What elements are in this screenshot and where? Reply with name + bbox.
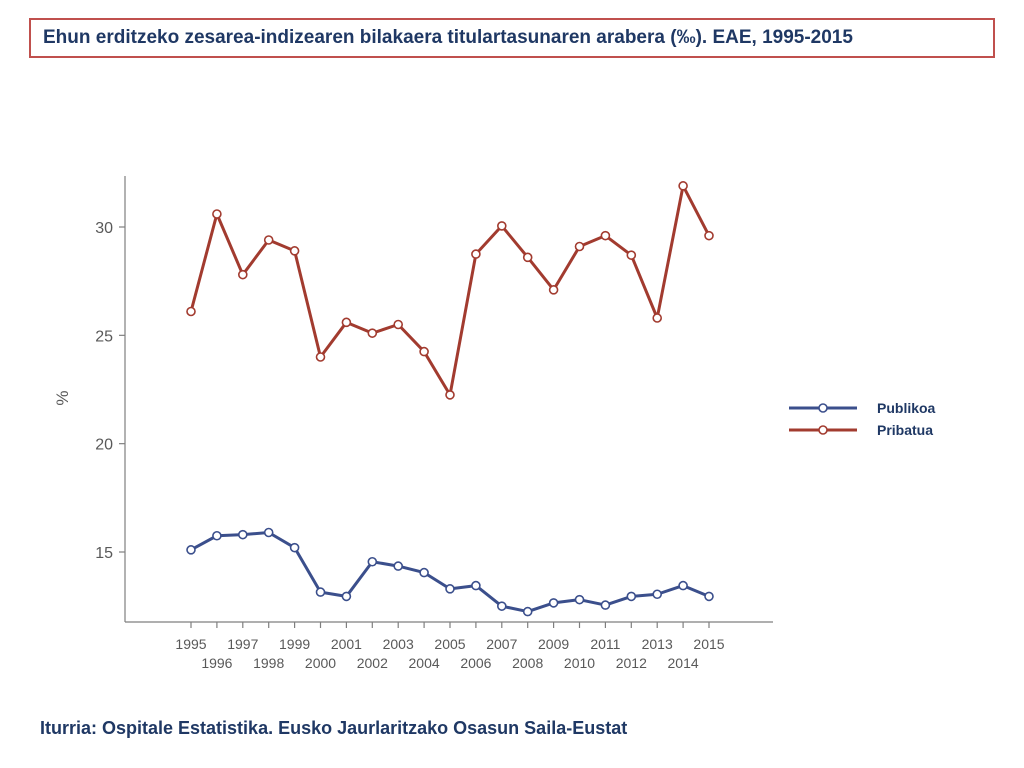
data-point-publikoa — [704, 591, 714, 602]
data-point-publikoa — [367, 556, 378, 567]
x-tick-label: 1999 — [279, 636, 310, 652]
data-point-pribatua — [367, 328, 378, 338]
data-point-pribatua — [574, 241, 585, 252]
chart-area: 15 20 25 30% 1995 1996 1997 1998 1999 2000 2001 200… — [53, 176, 936, 671]
x-tick-label: 2012 — [616, 655, 647, 671]
data-point-publikoa — [548, 598, 559, 608]
legend-marker-publikoa — [818, 403, 828, 413]
x-tick-label: 2007 — [486, 636, 517, 652]
data-point-publikoa — [212, 530, 222, 541]
data-point-pribatua — [496, 221, 507, 231]
y-tick-label: 25 — [95, 328, 113, 345]
data-point-publikoa — [445, 584, 455, 594]
chart-title-box: Ehun erditzeko zesarea-indizearen bilaka… — [29, 18, 995, 58]
data-point-pribatua — [445, 390, 455, 400]
data-point-pribatua — [600, 230, 611, 241]
data-point-pribatua — [652, 313, 663, 323]
data-point-pribatua — [289, 246, 300, 256]
data-point-pribatua — [186, 306, 196, 317]
x-tick-label: 1997 — [227, 636, 258, 652]
data-point-pribatua — [548, 285, 559, 295]
legend-marker-pribatua — [818, 425, 828, 435]
data-point-pribatua — [263, 235, 274, 245]
data-point-publikoa — [289, 542, 300, 553]
data-point-publikoa — [238, 529, 248, 540]
line-chart: 15 20 25 30% 1995 1996 1997 1998 1999 2000 2001 200… — [53, 176, 936, 671]
legend-label-pribatua: Pribatua — [877, 422, 933, 438]
x-tick-label: 2005 — [434, 636, 465, 652]
data-point-publikoa — [678, 580, 688, 591]
y-axis-label: % — [53, 390, 72, 405]
x-tick-label: 2001 — [331, 636, 362, 652]
data-point-publikoa — [341, 591, 352, 602]
data-point-publikoa — [471, 580, 481, 591]
legend-label-publikoa: Publikoa — [877, 400, 936, 416]
x-tick-label: 2014 — [668, 655, 699, 671]
data-point-pribatua — [419, 346, 429, 357]
x-tick-label: 2008 — [512, 655, 543, 671]
data-point-publikoa — [522, 606, 533, 617]
data-point-publikoa — [315, 587, 326, 597]
x-tick-label: 2002 — [357, 655, 388, 671]
data-point-pribatua — [678, 181, 688, 191]
data-point-publikoa — [626, 591, 637, 602]
x-tick-label: 2011 — [590, 636, 620, 652]
source-note: Iturria: Ospitale Estatistika. Eusko Jau… — [40, 718, 628, 738]
data-point-pribatua — [471, 249, 481, 259]
chart-title: Ehun erditzeko zesarea-indizearen bilaka… — [43, 27, 853, 48]
data-point-pribatua — [341, 317, 352, 328]
data-point-publikoa — [263, 527, 274, 538]
data-point-publikoa — [419, 567, 429, 578]
y-tick-label: 15 — [95, 545, 113, 562]
data-point-pribatua — [626, 250, 637, 260]
series-line-pribatua — [189, 184, 711, 397]
data-point-pribatua — [393, 319, 404, 330]
data-point-pribatua — [315, 352, 326, 362]
data-point-publikoa — [186, 545, 196, 555]
x-tick-label: 2003 — [383, 636, 414, 652]
data-point-pribatua — [212, 209, 222, 219]
x-tick-label: 2000 — [305, 655, 336, 671]
x-tick-label: 1998 — [253, 655, 284, 671]
data-point-publikoa — [393, 561, 404, 571]
data-point-publikoa — [600, 600, 611, 610]
x-tick-label: 2006 — [460, 655, 491, 671]
x-tick-label: 2009 — [538, 636, 569, 652]
data-point-pribatua — [238, 269, 248, 280]
x-tick-label: 1995 — [175, 636, 206, 652]
y-tick-label: 20 — [95, 437, 113, 454]
data-point-pribatua — [522, 252, 533, 263]
x-tick-label: 2013 — [642, 636, 673, 652]
x-tick-label: 2015 — [693, 636, 724, 652]
data-point-pribatua — [704, 230, 714, 241]
data-point-publikoa — [652, 589, 663, 600]
data-point-publikoa — [574, 594, 585, 605]
data-point-publikoa — [496, 601, 507, 611]
x-tick-label: 2004 — [409, 655, 440, 671]
y-tick-label: 30 — [95, 220, 113, 237]
x-tick-label: 2010 — [564, 655, 595, 671]
x-tick-label: 1996 — [201, 655, 232, 671]
